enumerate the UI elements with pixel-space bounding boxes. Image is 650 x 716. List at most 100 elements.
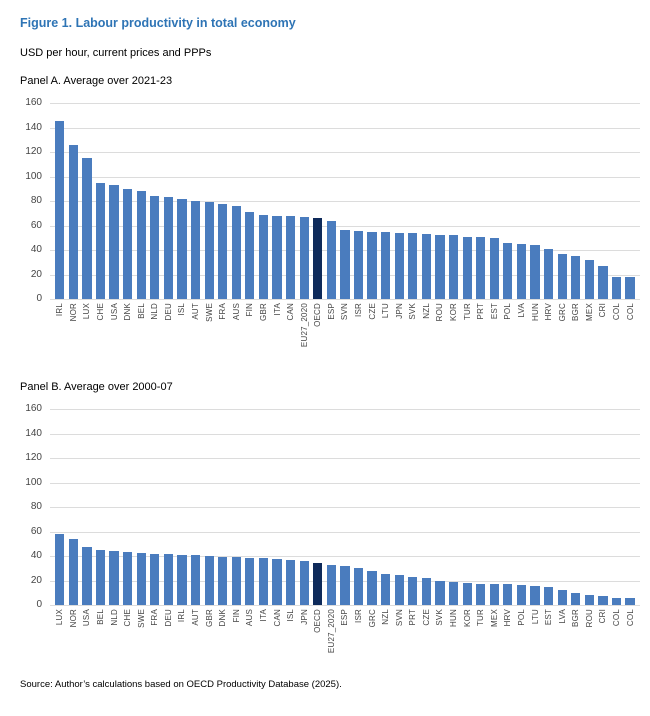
- x-tick-label: SVK: [408, 303, 418, 320]
- x-slot: EST: [488, 299, 502, 359]
- bar-slot: [284, 103, 298, 299]
- x-slot: ISR: [352, 299, 366, 359]
- bar: [245, 557, 255, 605]
- gridline: [50, 299, 640, 300]
- bar: [598, 595, 608, 605]
- x-slot: EU27_2020: [325, 605, 339, 665]
- x-slot: OECD: [311, 299, 325, 359]
- bar-slot: [189, 409, 203, 605]
- bar: [326, 565, 336, 605]
- x-slot: SWE: [202, 299, 216, 359]
- x-slot: ITA: [257, 605, 271, 665]
- bar-slot: [53, 409, 67, 605]
- bar-slot: [94, 409, 108, 605]
- gridline: [50, 433, 640, 435]
- x-slot: POL: [501, 299, 515, 359]
- x-tick-label: GRC: [557, 303, 567, 322]
- bar-slot: [596, 409, 610, 605]
- bar-slot: [107, 409, 121, 605]
- bar: [204, 201, 214, 299]
- x-tick-label: NZL: [381, 609, 391, 625]
- x-tick-label: LUX: [82, 303, 92, 320]
- x-tick-label: HUN: [530, 303, 540, 321]
- x-tick-label: AUS: [231, 303, 241, 321]
- y-tick-label: 80: [30, 501, 42, 512]
- y-tick-label: 120: [25, 452, 42, 463]
- bar: [503, 584, 513, 605]
- x-slot: MEX: [488, 605, 502, 665]
- bar-slot: [379, 409, 393, 605]
- x-tick-label: PRT: [408, 609, 418, 626]
- x-slot: NLD: [148, 299, 162, 359]
- x-axis-labels: LUX NOR USA BEL NLD CHE SWE FRA DEU IRL AUT GBR DNK F…: [50, 605, 640, 665]
- bar-slot: [365, 103, 379, 299]
- bar-slot: [542, 409, 556, 605]
- bar-slot: [216, 409, 230, 605]
- bar: [381, 573, 391, 605]
- bar: [136, 190, 146, 299]
- bar: [543, 249, 554, 299]
- x-tick-label: CAN: [272, 609, 282, 627]
- bar-slot: [270, 409, 284, 605]
- bar-slot: [379, 103, 393, 299]
- bar: [150, 196, 160, 299]
- x-tick-label: ROU: [584, 609, 594, 628]
- gridline: [50, 556, 640, 557]
- x-slot: ROU: [583, 605, 597, 665]
- x-slot: AUS: [243, 605, 257, 665]
- x-tick-label: GBR: [258, 303, 268, 321]
- bar-slot: [474, 409, 488, 605]
- bar-slot: [420, 409, 434, 605]
- x-slot: NOR: [67, 299, 81, 359]
- bar: [55, 121, 65, 299]
- panel-a-title: Panel A. Average over 2021-23: [20, 75, 173, 87]
- y-tick-label: 40: [30, 550, 42, 561]
- bar: [435, 580, 445, 605]
- x-tick-label: LVA: [516, 303, 526, 318]
- bar-slot: [515, 409, 529, 605]
- y-tick-label: 40: [30, 244, 42, 255]
- x-slot: JPN: [297, 605, 311, 665]
- x-slot: IRL: [175, 605, 189, 665]
- bar-slot: [121, 409, 135, 605]
- x-tick-label: EU27_2020: [299, 303, 309, 348]
- bar: [258, 215, 269, 299]
- x-slot: LTU: [379, 299, 393, 359]
- x-slot: SWE: [134, 605, 148, 665]
- bar-slot: [325, 409, 339, 605]
- bar-slot: [460, 409, 474, 605]
- bar-slot: [297, 409, 311, 605]
- bar: [272, 559, 282, 605]
- x-tick-label: LUX: [55, 609, 65, 626]
- bar: [109, 185, 119, 299]
- x-tick-label: NOR: [68, 609, 78, 628]
- bar: [394, 575, 404, 605]
- x-slot: JPN: [392, 299, 406, 359]
- x-slot: CAN: [284, 299, 298, 359]
- bar: [286, 216, 296, 299]
- bar-slot: [148, 103, 162, 299]
- x-tick-label: COL: [625, 609, 635, 627]
- bar: [503, 242, 513, 299]
- y-tick-label: 80: [30, 195, 42, 206]
- bar-slot: [80, 409, 94, 605]
- bar-slot: [583, 409, 597, 605]
- x-slot: ESP: [338, 605, 352, 665]
- x-slot: CRI: [596, 299, 610, 359]
- x-tick-label: ISL: [177, 303, 187, 316]
- x-tick-label: CAN: [286, 303, 296, 321]
- gridline: [50, 127, 640, 129]
- bar-slot: [392, 409, 406, 605]
- x-slot: ISL: [284, 605, 298, 665]
- x-slot: NOR: [67, 605, 81, 665]
- y-tick-label: 160: [25, 97, 42, 108]
- x-tick-label: JPN: [394, 303, 404, 319]
- bar-slot: [474, 103, 488, 299]
- bar: [543, 587, 554, 605]
- y-tick-label: 100: [25, 170, 42, 182]
- bar-slot: [501, 103, 515, 299]
- bar: [421, 578, 431, 605]
- bar: [150, 553, 160, 605]
- y-tick-label: 60: [30, 525, 42, 537]
- bar-slot: [67, 103, 81, 299]
